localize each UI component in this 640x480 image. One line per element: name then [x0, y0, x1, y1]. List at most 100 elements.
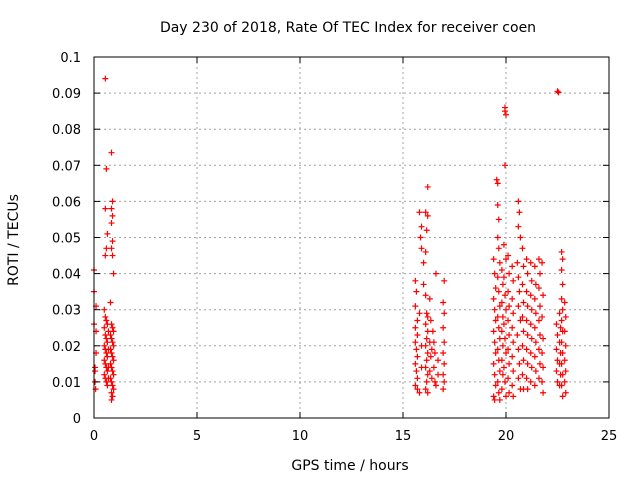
- data-point: [422, 321, 429, 328]
- data-point: [498, 357, 505, 364]
- data-point: [559, 393, 566, 400]
- data-point: [559, 350, 566, 357]
- data-point: [496, 335, 503, 342]
- data-point: [440, 299, 447, 306]
- data-point: [101, 371, 108, 378]
- data-point: [490, 256, 497, 263]
- data-point: [524, 303, 531, 310]
- data-point: [495, 216, 502, 223]
- data-point: [514, 331, 521, 338]
- data-point: [101, 342, 108, 349]
- data-point: [532, 281, 539, 288]
- data-point: [557, 324, 564, 331]
- data-point: [105, 328, 112, 335]
- data-point: [107, 346, 114, 353]
- data-point: [536, 331, 543, 338]
- data-point: [107, 360, 114, 367]
- data-point: [109, 368, 116, 375]
- data-point: [108, 335, 115, 342]
- data-point: [520, 299, 527, 306]
- data-point: [108, 364, 115, 371]
- data-point: [535, 317, 542, 324]
- data-point: [102, 331, 109, 338]
- data-point: [527, 292, 534, 299]
- data-point: [494, 378, 501, 385]
- data-point: [558, 382, 565, 389]
- data-point: [536, 270, 543, 277]
- data-point: [441, 339, 448, 346]
- data-point: [559, 306, 566, 313]
- y-tick-label: 0.01: [52, 376, 81, 391]
- data-point: [435, 371, 442, 378]
- data-point: [496, 303, 503, 310]
- data-point: [523, 288, 530, 295]
- data-point: [519, 371, 526, 378]
- data-point: [562, 313, 569, 320]
- data-point: [535, 375, 542, 382]
- data-point: [500, 241, 507, 248]
- data-point: [536, 360, 543, 367]
- data-point: [441, 277, 448, 284]
- data-point: [562, 342, 569, 349]
- data-point: [104, 339, 111, 346]
- data-point: [503, 256, 509, 263]
- data-point: [528, 277, 535, 284]
- data-point: [559, 256, 566, 263]
- data-point: [503, 393, 509, 400]
- data-point: [492, 317, 499, 324]
- data-point: [109, 212, 116, 219]
- data-point: [103, 317, 110, 324]
- data-point: [558, 339, 565, 346]
- data-point: [412, 339, 419, 346]
- data-point: [498, 386, 505, 393]
- data-point: [423, 227, 430, 234]
- x-tick-label: 10: [292, 429, 309, 444]
- data-point: [540, 389, 547, 396]
- data-point: [535, 256, 542, 263]
- data-point: [524, 331, 531, 338]
- data-point: [493, 176, 500, 183]
- data-point: [491, 396, 498, 403]
- data-point: [107, 375, 114, 382]
- data-point: [490, 295, 497, 302]
- data-point: [416, 389, 423, 396]
- data-point: [528, 306, 535, 313]
- data-point: [430, 364, 437, 371]
- data-point: [108, 205, 115, 212]
- data-point: [427, 353, 434, 360]
- data-point: [422, 248, 429, 255]
- data-point: [561, 378, 568, 385]
- data-point: [494, 274, 501, 281]
- data-point: [555, 89, 562, 96]
- data-point: [515, 303, 522, 310]
- data-point: [505, 375, 512, 382]
- y-tick-label: 0.04: [52, 268, 81, 283]
- data-point: [418, 223, 425, 230]
- y-tick-label: 0: [73, 412, 81, 427]
- data-point: [500, 364, 507, 371]
- data-point: [509, 324, 516, 331]
- data-point: [108, 396, 115, 403]
- data-point: [506, 331, 513, 338]
- data-point: [528, 364, 535, 371]
- data-point: [414, 317, 421, 324]
- data-point: [527, 321, 534, 328]
- data-point: [510, 339, 517, 346]
- data-point: [104, 382, 111, 389]
- data-point: [558, 317, 565, 324]
- data-points: [91, 75, 569, 403]
- data-point: [424, 212, 431, 219]
- data-point: [562, 389, 569, 396]
- data-point: [510, 310, 517, 317]
- data-point: [524, 386, 531, 393]
- data-point: [413, 368, 420, 375]
- data-point: [418, 245, 425, 252]
- data-point: [427, 317, 434, 324]
- data-point: [516, 209, 523, 216]
- data-point: [108, 321, 115, 328]
- data-point: [414, 375, 421, 382]
- data-point: [524, 270, 531, 277]
- data-point: [528, 335, 535, 342]
- data-point: [491, 371, 498, 378]
